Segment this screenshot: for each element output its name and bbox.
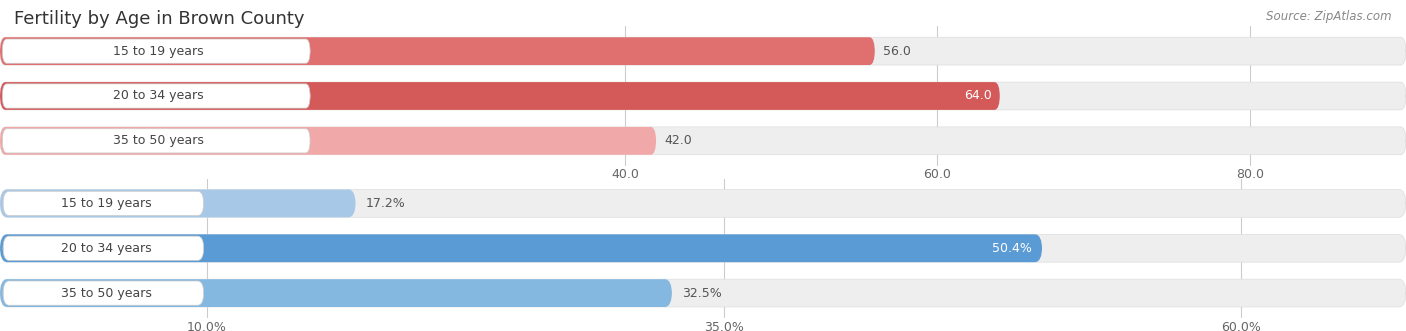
FancyBboxPatch shape — [0, 279, 672, 307]
FancyBboxPatch shape — [3, 84, 311, 108]
Text: Source: ZipAtlas.com: Source: ZipAtlas.com — [1267, 10, 1392, 23]
FancyBboxPatch shape — [0, 127, 1406, 155]
FancyBboxPatch shape — [0, 127, 657, 155]
FancyBboxPatch shape — [0, 82, 1406, 110]
FancyBboxPatch shape — [0, 234, 1042, 262]
FancyBboxPatch shape — [0, 234, 1406, 262]
Text: Fertility by Age in Brown County: Fertility by Age in Brown County — [14, 10, 305, 28]
Text: 35 to 50 years: 35 to 50 years — [60, 287, 152, 300]
FancyBboxPatch shape — [3, 236, 204, 260]
Text: 50.4%: 50.4% — [991, 242, 1032, 255]
FancyBboxPatch shape — [0, 82, 1000, 110]
Text: 42.0: 42.0 — [664, 134, 692, 147]
Text: 15 to 19 years: 15 to 19 years — [62, 197, 152, 210]
FancyBboxPatch shape — [3, 39, 311, 63]
Text: 32.5%: 32.5% — [682, 287, 723, 300]
FancyBboxPatch shape — [0, 279, 1406, 307]
FancyBboxPatch shape — [3, 129, 311, 153]
FancyBboxPatch shape — [0, 190, 356, 217]
Text: 56.0: 56.0 — [883, 45, 911, 58]
Text: 20 to 34 years: 20 to 34 years — [114, 89, 204, 103]
FancyBboxPatch shape — [0, 37, 1406, 65]
FancyBboxPatch shape — [0, 37, 875, 65]
FancyBboxPatch shape — [3, 281, 204, 305]
FancyBboxPatch shape — [3, 191, 204, 215]
Text: 64.0: 64.0 — [965, 89, 993, 103]
Text: 35 to 50 years: 35 to 50 years — [112, 134, 204, 147]
FancyBboxPatch shape — [0, 190, 1406, 217]
Text: 17.2%: 17.2% — [366, 197, 406, 210]
Text: 20 to 34 years: 20 to 34 years — [62, 242, 152, 255]
Text: 15 to 19 years: 15 to 19 years — [114, 45, 204, 58]
